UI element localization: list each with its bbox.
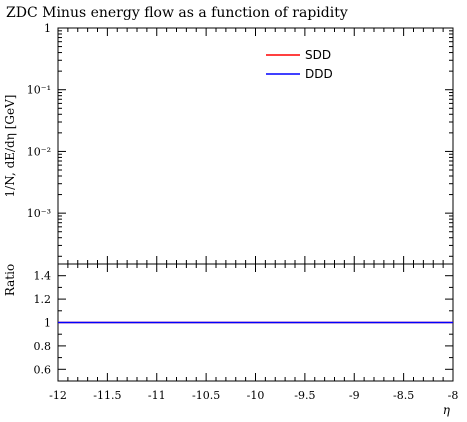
x-tick-label: -9 [349, 389, 360, 402]
x-tick-label: -10.5 [192, 389, 220, 402]
x-tick-label: -8.5 [393, 389, 414, 402]
y-tick-label: 10⁻¹ [27, 84, 51, 97]
x-tick-label: -8 [448, 389, 459, 402]
legend-sdd-label: SDD [305, 48, 331, 62]
axis-ticks [57, 27, 454, 382]
y-tick-label: 10⁻² [27, 145, 51, 158]
y-axis-label: 1/N, dE/dη [GeV] [3, 95, 17, 198]
ratio-y-tick-label: 0.8 [34, 340, 52, 353]
x-tick-label: -9.5 [294, 389, 315, 402]
x-tick-label: -12 [49, 389, 67, 402]
ratio-y-tick-label: 1 [44, 317, 51, 330]
tick-labels: -12 -11.5 -11 -10.5 -10 -9.5 -9 -8.5 -8 1 10⁻¹ 10⁻²… [27, 22, 459, 402]
x-tick-label: -11.5 [93, 389, 121, 402]
legend-ddd-label: DDD [305, 67, 333, 81]
ratio-y-axis-label: Ratio [3, 264, 17, 296]
legend: SDD DDD [266, 48, 333, 81]
ratio-y-tick-label: 1.2 [34, 293, 52, 306]
y-tick-label: 1 [44, 22, 51, 35]
x-tick-label: -11 [148, 389, 166, 402]
ratio-y-tick-label: 0.6 [34, 363, 52, 376]
x-tick-label: -10 [247, 389, 265, 402]
x-axis-label: η [443, 403, 451, 417]
ratio-y-tick-label: 1.4 [34, 270, 52, 283]
y-tick-label: 10⁻³ [27, 207, 51, 220]
chart-title: ZDC Minus energy flow as a function of r… [6, 5, 348, 21]
main-panel-frame [57, 27, 454, 265]
